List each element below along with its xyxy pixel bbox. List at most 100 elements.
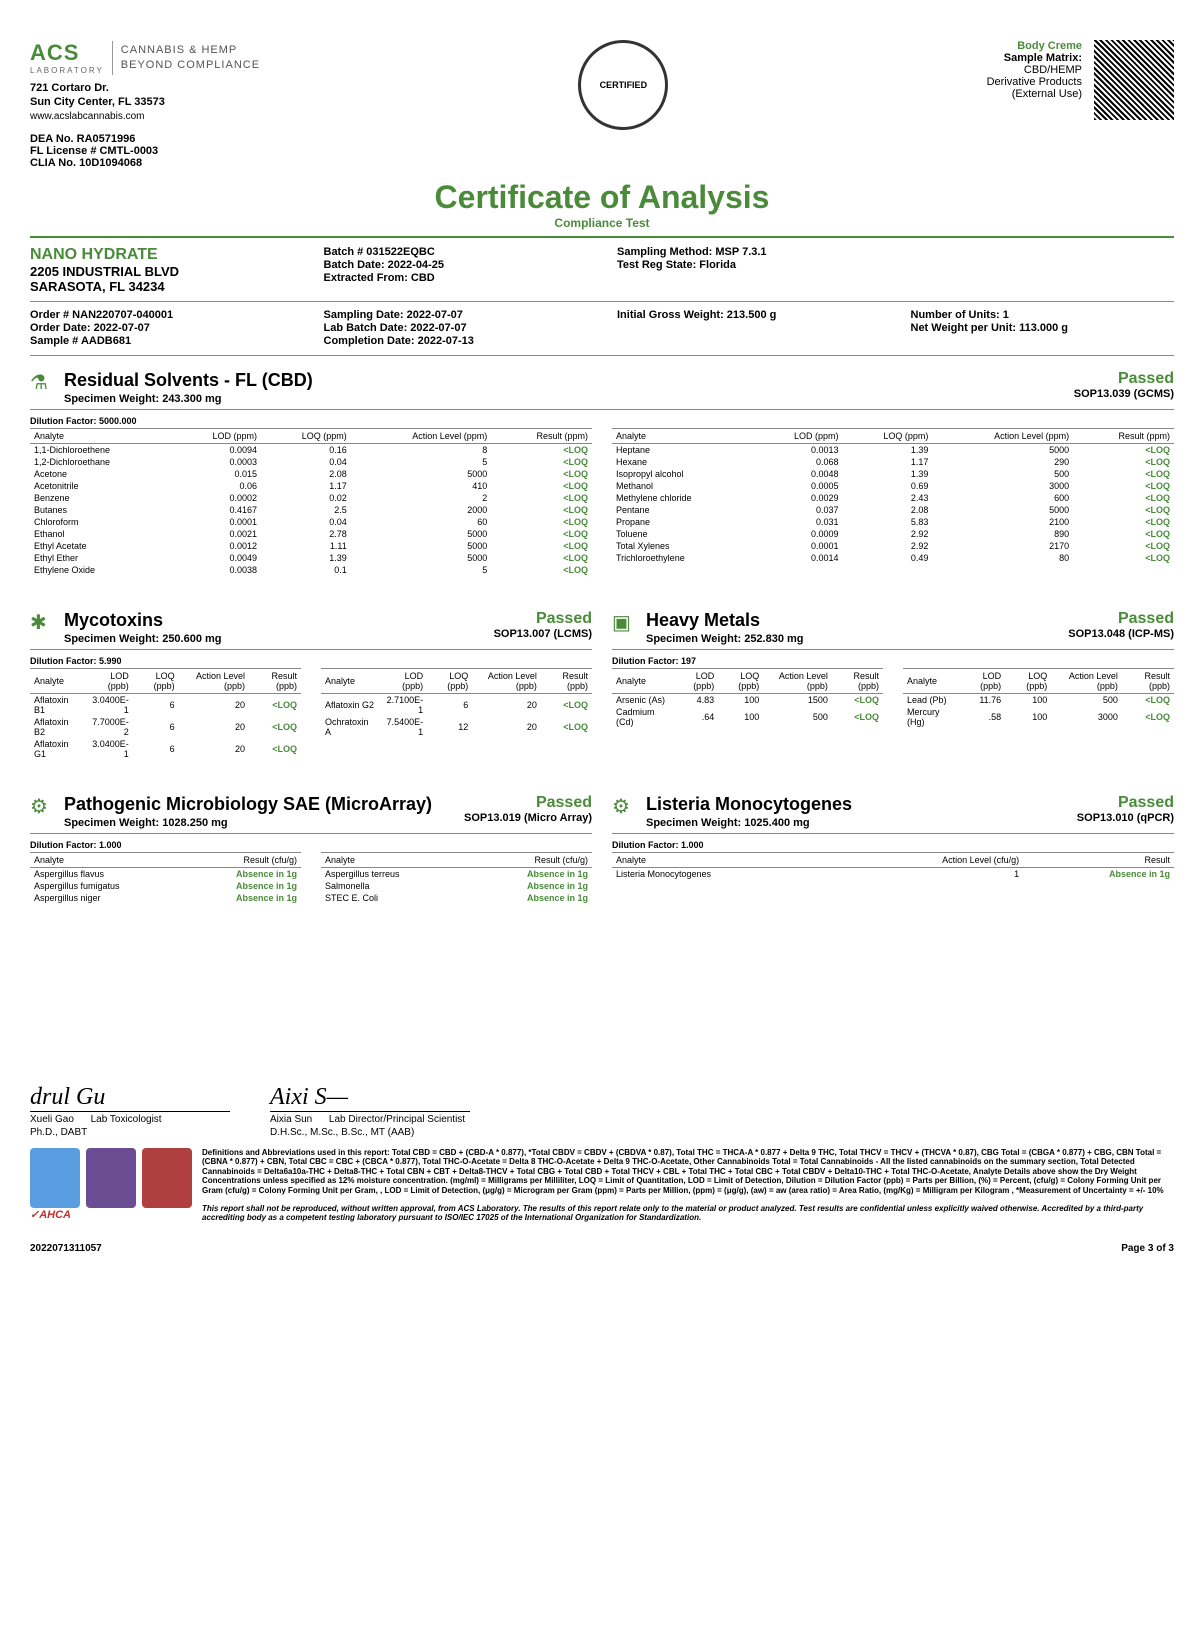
table-row: Ethanol0.00212.785000<LOQ	[30, 528, 592, 540]
table-row: Lead (Pb)11.76100500<LOQ	[903, 693, 1174, 706]
matrix-label: Sample Matrix:	[987, 52, 1082, 64]
disclaimer-text: Definitions and Abbreviations used in th…	[202, 1148, 1174, 1196]
clia-no: CLIA No. 10D1094068	[30, 157, 260, 169]
reg-state: Test Reg State: Florida	[617, 259, 881, 271]
solvents-title: Residual Solvents - FL (CBD)	[64, 370, 313, 391]
divider-green	[30, 236, 1174, 238]
sig-1-signature: drul Gu	[30, 1084, 230, 1112]
table-row: Toluene0.00092.92890<LOQ	[612, 528, 1174, 540]
tagline-2: BEYOND COMPLIANCE	[121, 58, 260, 72]
header: ACS LABORATORY CANNABIS & HEMP BEYOND CO…	[30, 40, 1174, 169]
metals-sop: SOP13.048 (ICP-MS)	[1068, 628, 1174, 640]
sig-1: drul Gu Xueli Gao Lab Toxicologist Ph.D.…	[30, 1084, 230, 1138]
listeria-spec: Specimen Weight: 1025.400 mg	[646, 817, 852, 829]
divider-gray-1	[30, 301, 1174, 302]
solvents-spec: Specimen Weight: 243.300 mg	[64, 393, 313, 405]
myco-table-left: AnalyteLOD (ppb)LOQ (ppb)Action Level (p…	[30, 668, 301, 760]
myco-sop: SOP13.007 (LCMS)	[494, 628, 592, 640]
accred-badges: ✓AHCA	[30, 1148, 192, 1221]
table-row: 1,2-Dichloroethane0.00030.045<LOQ	[30, 456, 592, 468]
sig-2-name: Aixia Sun	[270, 1114, 312, 1125]
signatures: drul Gu Xueli Gao Lab Toxicologist Ph.D.…	[30, 1084, 1174, 1138]
micro-spec: Specimen Weight: 1028.250 mg	[64, 817, 432, 829]
table-row: Total Xylenes0.00012.922170<LOQ	[612, 540, 1174, 552]
fl-license: FL License # CMTL-0003	[30, 145, 260, 157]
table-row: Acetone0.0152.085000<LOQ	[30, 468, 592, 480]
mycotoxin-icon: ✱	[30, 610, 54, 634]
metals-table-left: AnalyteLOD (ppb)LOQ (ppb)Action Level (p…	[612, 668, 883, 728]
micro-table-right: AnalyteResult (cfu/g)Aspergillus terreus…	[321, 852, 592, 904]
table-row: 1,1-Dichloroethene0.00940.168<LOQ	[30, 443, 592, 456]
product-name: Body Creme	[987, 40, 1082, 52]
solvents-table-left: AnalyteLOD (ppm)LOQ (ppm)Action Level (p…	[30, 428, 592, 576]
sig-1-title: Ph.D., DABT	[30, 1127, 230, 1138]
client-addr1: 2205 INDUSTRIAL BLVD	[30, 264, 294, 279]
solvents-table-right: AnalyteLOD (ppm)LOQ (ppm)Action Level (p…	[612, 428, 1174, 564]
solvents-sop: SOP13.039 (GCMS)	[1074, 388, 1174, 400]
tagline-1: CANNABIS & HEMP	[121, 43, 260, 57]
table-row: SalmonellaAbsence in 1g	[321, 880, 592, 892]
table-row: Arsenic (As)4.831001500<LOQ	[612, 693, 883, 706]
micro-table-left: AnalyteResult (cfu/g)Aspergillus flavusA…	[30, 852, 301, 904]
table-row: Benzene0.00020.022<LOQ	[30, 492, 592, 504]
batch-num: Batch # 031522EQBC	[324, 246, 588, 258]
section-micro: ⚙ Pathogenic Microbiology SAE (MicroArra…	[30, 794, 592, 904]
listeria-passed: Passed	[1077, 794, 1174, 812]
table-row: Aspergillus fumigatusAbsence in 1g	[30, 880, 301, 892]
micro-dilution: Dilution Factor: 1.000	[30, 840, 592, 850]
footer: 2022071311057 Page 3 of 3	[30, 1243, 1174, 1254]
client-info-row: NANO HYDRATE 2205 INDUSTRIAL BLVD SARASO…	[30, 242, 1174, 298]
divider-gray-2	[30, 355, 1174, 356]
acs-logo-text: ACS	[30, 40, 104, 66]
footer-id: 2022071311057	[30, 1243, 102, 1254]
sig-2-role: Lab Director/Principal Scientist	[329, 1114, 465, 1125]
listeria-dilution: Dilution Factor: 1.000	[612, 840, 1174, 850]
listeria-title: Listeria Monocytogenes	[646, 794, 852, 815]
table-row: Ethyl Ether0.00491.395000<LOQ	[30, 552, 592, 564]
table-row: Isopropyl alcohol0.00481.39500<LOQ	[612, 468, 1174, 480]
sig-1-name: Xueli Gao	[30, 1114, 74, 1125]
table-row: Aflatoxin G22.7100E-1620<LOQ	[321, 693, 592, 716]
license-block: DEA No. RA0571996 FL License # CMTL-0003…	[30, 133, 260, 169]
gross-weight: Initial Gross Weight: 213.500 g	[617, 309, 881, 321]
client-addr2: SARASOTA, FL 34234	[30, 279, 294, 294]
product-info: Body Creme Sample Matrix: CBD/HEMP Deriv…	[987, 40, 1082, 100]
table-row: Aspergillus flavusAbsence in 1g	[30, 867, 301, 880]
tagline: CANNABIS & HEMP BEYOND COMPLIANCE	[121, 43, 260, 72]
table-row: Ethylene Oxide0.00380.15<LOQ	[30, 564, 592, 576]
sample-num: Sample # AADB681	[30, 335, 294, 347]
lab-date: Lab Batch Date: 2022-07-07	[324, 322, 588, 334]
table-row: Ochratoxin A7.5400E-11220<LOQ	[321, 716, 592, 738]
solvents-passed: Passed	[1074, 370, 1174, 388]
matrix-2: Derivative Products	[987, 76, 1082, 88]
listeria-icon: ⚙	[612, 794, 636, 818]
header-right: Body Creme Sample Matrix: CBD/HEMP Deriv…	[987, 40, 1174, 120]
pjla-badge	[30, 1148, 80, 1208]
matrix-3: (External Use)	[987, 88, 1082, 100]
table-row: Acetonitrile0.061.17410<LOQ	[30, 480, 592, 492]
table-row: Listeria Monocytogenes1Absence in 1g	[612, 867, 1174, 880]
accreditation-row: ✓AHCA Definitions and Abbreviations used…	[30, 1148, 1174, 1223]
metal-icon: ▣	[612, 610, 636, 634]
table-row: Heptane0.00131.395000<LOQ	[612, 443, 1174, 456]
badge-text: CERTIFIED	[600, 80, 648, 90]
myco-dilution: Dilution Factor: 5.990	[30, 656, 592, 666]
net-weight: Net Weight per Unit: 113.000 g	[911, 322, 1175, 334]
addr-web: www.acslabcannabis.com	[30, 110, 260, 123]
micro-passed: Passed	[464, 794, 592, 812]
metals-passed: Passed	[1068, 610, 1174, 628]
num-units: Number of Units: 1	[911, 309, 1175, 321]
lab-address: 721 Cortaro Dr. Sun City Center, FL 3357…	[30, 81, 260, 123]
accred-badge-3	[142, 1148, 192, 1208]
sig-2-title: D.H.Sc., M.Sc., B.Sc., MT (AAB)	[270, 1127, 470, 1138]
table-row: STEC E. ColiAbsence in 1g	[321, 892, 592, 904]
dea-no: DEA No. RA0571996	[30, 133, 260, 145]
table-row: Mercury (Hg).581003000<LOQ	[903, 706, 1174, 728]
myco-title: Mycotoxins	[64, 610, 222, 631]
table-row: Aspergillus nigerAbsence in 1g	[30, 892, 301, 904]
table-row: Pentane0.0372.085000<LOQ	[612, 504, 1174, 516]
coa-subtitle: Compliance Test	[30, 216, 1174, 230]
table-row: Methanol0.00050.693000<LOQ	[612, 480, 1174, 492]
myco-table-right: AnalyteLOD (ppb)LOQ (ppb)Action Level (p…	[321, 668, 592, 738]
table-row: Hexane0.0681.17290<LOQ	[612, 456, 1174, 468]
